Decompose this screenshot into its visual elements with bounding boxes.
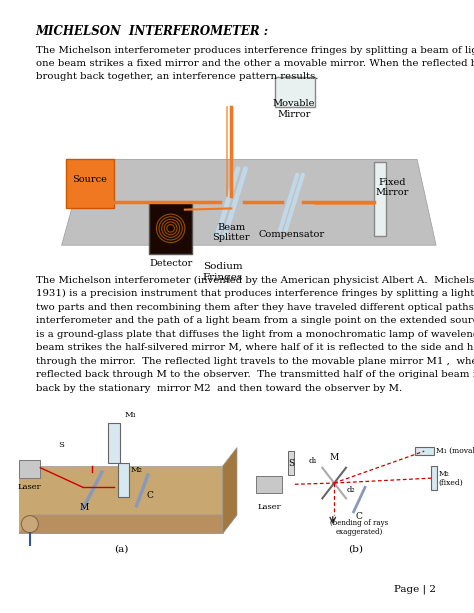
Text: Laser: Laser xyxy=(257,503,281,511)
Text: The Michelson interferometer produces interference fringes by splitting a beam o: The Michelson interferometer produces in… xyxy=(36,46,474,55)
Bar xyxy=(256,476,282,493)
Text: Source: Source xyxy=(73,175,108,184)
Text: MICHELSON  INTERFEROMETER :: MICHELSON INTERFEROMETER : xyxy=(36,25,269,37)
Text: The Michelson interferometer (invented by the American physicist Albert A.  Mich: The Michelson interferometer (invented b… xyxy=(36,276,474,285)
Text: M₂
(fixed): M₂ (fixed) xyxy=(438,470,463,487)
Polygon shape xyxy=(223,447,237,533)
Text: S: S xyxy=(289,459,294,468)
Text: Fixed
Mirror: Fixed Mirror xyxy=(376,178,409,197)
Text: d₁: d₁ xyxy=(309,457,317,465)
Text: Detector: Detector xyxy=(149,259,192,268)
Bar xyxy=(415,447,434,455)
Text: C: C xyxy=(356,512,363,522)
Text: (bending of rays
exaggerated): (bending of rays exaggerated) xyxy=(330,519,388,536)
Bar xyxy=(108,423,120,463)
Bar xyxy=(118,463,129,497)
Text: is a ground-glass plate that diffuses the light from a monochromatic lamp of wav: is a ground-glass plate that diffuses th… xyxy=(36,330,474,339)
Text: M: M xyxy=(329,452,339,462)
Text: brought back together, an interference pattern results.: brought back together, an interference p… xyxy=(36,72,318,81)
Text: Laser: Laser xyxy=(18,483,41,491)
Text: 1931) is a precision instrument that produces interference fringes by splitting : 1931) is a precision instrument that pro… xyxy=(36,289,474,299)
Polygon shape xyxy=(19,515,237,533)
Text: M: M xyxy=(79,503,89,512)
Text: interferometer and the path of a light beam from a single point on the extended : interferometer and the path of a light b… xyxy=(36,316,474,326)
Text: d₂: d₂ xyxy=(346,486,355,495)
Text: reflected back through M to the observer.  The transmitted half of the original : reflected back through M to the observer… xyxy=(36,370,474,379)
Bar xyxy=(431,466,437,490)
Text: S: S xyxy=(59,441,64,449)
Text: M₂: M₂ xyxy=(130,466,142,474)
Text: back by the stationary  mirror M2  and then toward the observer by M.: back by the stationary mirror M2 and the… xyxy=(36,384,402,393)
Text: beam strikes the half-silvered mirror M, where half of it is reflected to the si: beam strikes the half-silvered mirror M,… xyxy=(36,343,474,352)
Text: through the mirror.  The reflected light travels to the movable plane mirror M1 : through the mirror. The reflected light … xyxy=(36,357,474,366)
Text: Page | 2: Page | 2 xyxy=(394,585,436,595)
Text: one beam strikes a fixed mirror and the other a movable mirror. When the reflect: one beam strikes a fixed mirror and the … xyxy=(36,59,474,68)
Polygon shape xyxy=(62,159,436,245)
Bar xyxy=(149,202,192,254)
Text: Compensator: Compensator xyxy=(258,230,325,239)
Bar xyxy=(374,162,386,236)
Circle shape xyxy=(21,516,38,533)
Bar xyxy=(288,451,294,475)
Text: C: C xyxy=(147,491,154,500)
Text: Movable
Mirror: Movable Mirror xyxy=(273,99,315,119)
Bar xyxy=(19,460,40,478)
Text: two parts and then recombining them after they have traveled different optical p: two parts and then recombining them afte… xyxy=(36,303,474,312)
Text: Beam
Splitter: Beam Splitter xyxy=(212,223,250,242)
Text: (a): (a) xyxy=(114,544,128,554)
Text: M₁ (movable): M₁ (movable) xyxy=(436,447,474,455)
Bar xyxy=(66,159,114,208)
Text: (b): (b) xyxy=(348,544,363,554)
Text: Sodium
Fringes: Sodium Fringes xyxy=(203,262,243,282)
Bar xyxy=(275,77,315,107)
Polygon shape xyxy=(19,466,223,533)
Text: M₁: M₁ xyxy=(124,411,136,419)
